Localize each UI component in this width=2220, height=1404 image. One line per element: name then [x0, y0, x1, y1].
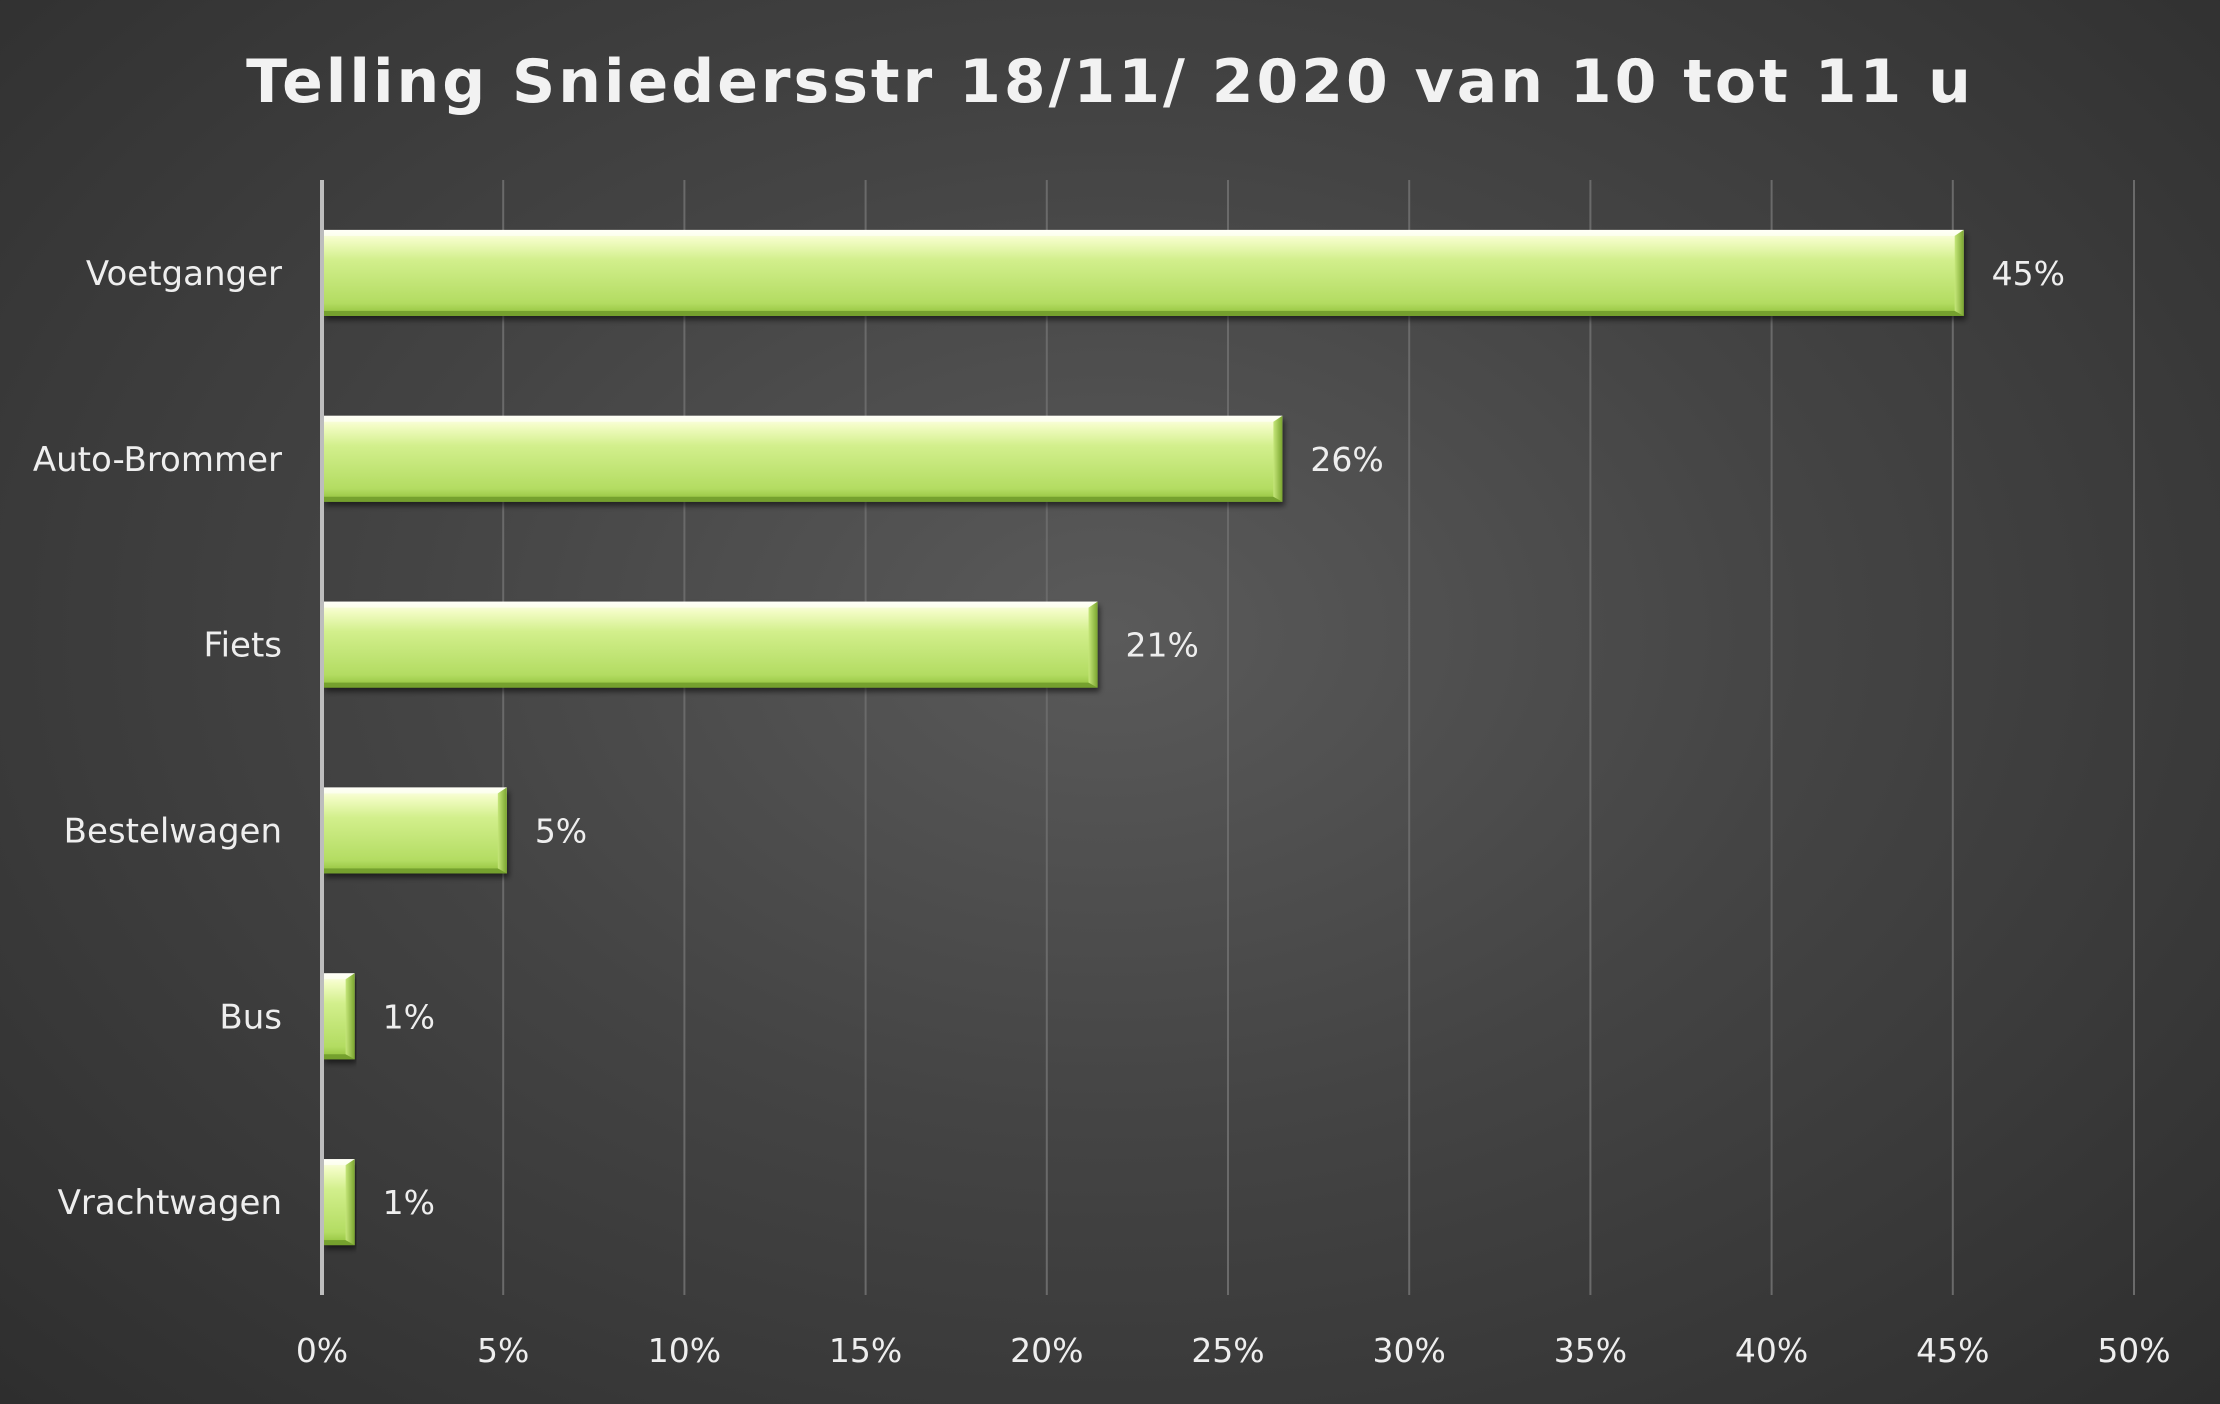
- x-tick-label: 50%: [2097, 1331, 2170, 1370]
- bar-bevel-cap: [1088, 601, 1098, 688]
- bar-bevel-top: [323, 973, 355, 980]
- x-tick-label: 10%: [648, 1331, 721, 1370]
- bar-bevel-bottom: [323, 496, 1283, 502]
- bar-bevel-top: [323, 1159, 355, 1166]
- category-label: Bus: [219, 997, 282, 1037]
- category-label: Fiets: [204, 626, 283, 666]
- bar-bus: [323, 973, 355, 1060]
- category-labels: Voetganger Auto-Brommer Fiets Bestelwagen Bu…: [33, 254, 282, 1223]
- bar-fiets: [323, 601, 1098, 688]
- bar-bevel-bottom: [323, 1054, 355, 1060]
- data-label: 1%: [383, 1183, 435, 1222]
- bar-bevel-cap: [1954, 229, 1964, 316]
- chart-title: Telling Sniedersstr 18/11/ 2020 van 10 t…: [246, 47, 1974, 117]
- x-tick-label: 15%: [829, 1331, 902, 1370]
- data-label: 5%: [535, 811, 587, 850]
- bar-bevel-cap: [497, 787, 507, 874]
- data-label: 26%: [1310, 440, 1383, 479]
- bar-body: [323, 229, 1964, 316]
- bar-bevel-bottom: [323, 310, 1964, 316]
- bar-bevel-cap: [1273, 415, 1283, 502]
- category-label: Bestelwagen: [64, 811, 282, 851]
- category-label: Vrachtwagen: [58, 1183, 282, 1223]
- bar-bevel-top: [323, 229, 1964, 236]
- gridlines: [502, 180, 2135, 1295]
- x-tick-label: 35%: [1554, 1331, 1627, 1370]
- bar-bevel-bottom: [323, 868, 507, 874]
- bar-voetganger: [323, 229, 1964, 316]
- bar-vrachtwagen: [323, 1159, 355, 1246]
- bar-body: [323, 787, 507, 874]
- bar-bevel-top: [323, 415, 1283, 422]
- bar-body: [323, 415, 1283, 502]
- data-label: 1%: [383, 997, 435, 1036]
- category-label: Auto-Brommer: [33, 440, 282, 480]
- x-tick-label: 5%: [477, 1331, 529, 1370]
- bar-bestelwagen: [323, 787, 507, 874]
- bar-bevel-cap: [345, 1159, 355, 1246]
- bar-bevel-top: [323, 787, 507, 794]
- data-labels: 45% 26% 21% 5% 1% 1%: [383, 254, 2065, 1222]
- data-label: 21%: [1126, 626, 1199, 665]
- x-tick-labels: 0% 5% 10% 15% 20% 25% 30% 35% 40% 45% 50%: [296, 1331, 2171, 1370]
- x-tick-label: 40%: [1735, 1331, 1808, 1370]
- bar-bevel-top: [323, 601, 1098, 608]
- bar-bevel-bottom: [323, 682, 1098, 688]
- bar-bevel-cap: [345, 973, 355, 1060]
- bar-auto-brommer: [323, 415, 1283, 502]
- x-tick-label: 20%: [1010, 1331, 1083, 1370]
- data-label: 45%: [1992, 254, 2065, 293]
- bars: [323, 229, 1964, 1246]
- x-tick-label: 45%: [1916, 1331, 1989, 1370]
- x-tick-label: 0%: [296, 1331, 348, 1370]
- category-label: Voetganger: [86, 254, 282, 294]
- bar-bevel-bottom: [323, 1240, 355, 1246]
- x-tick-label: 30%: [1373, 1331, 1446, 1370]
- bar-body: [323, 601, 1098, 688]
- x-tick-label: 25%: [1191, 1331, 1264, 1370]
